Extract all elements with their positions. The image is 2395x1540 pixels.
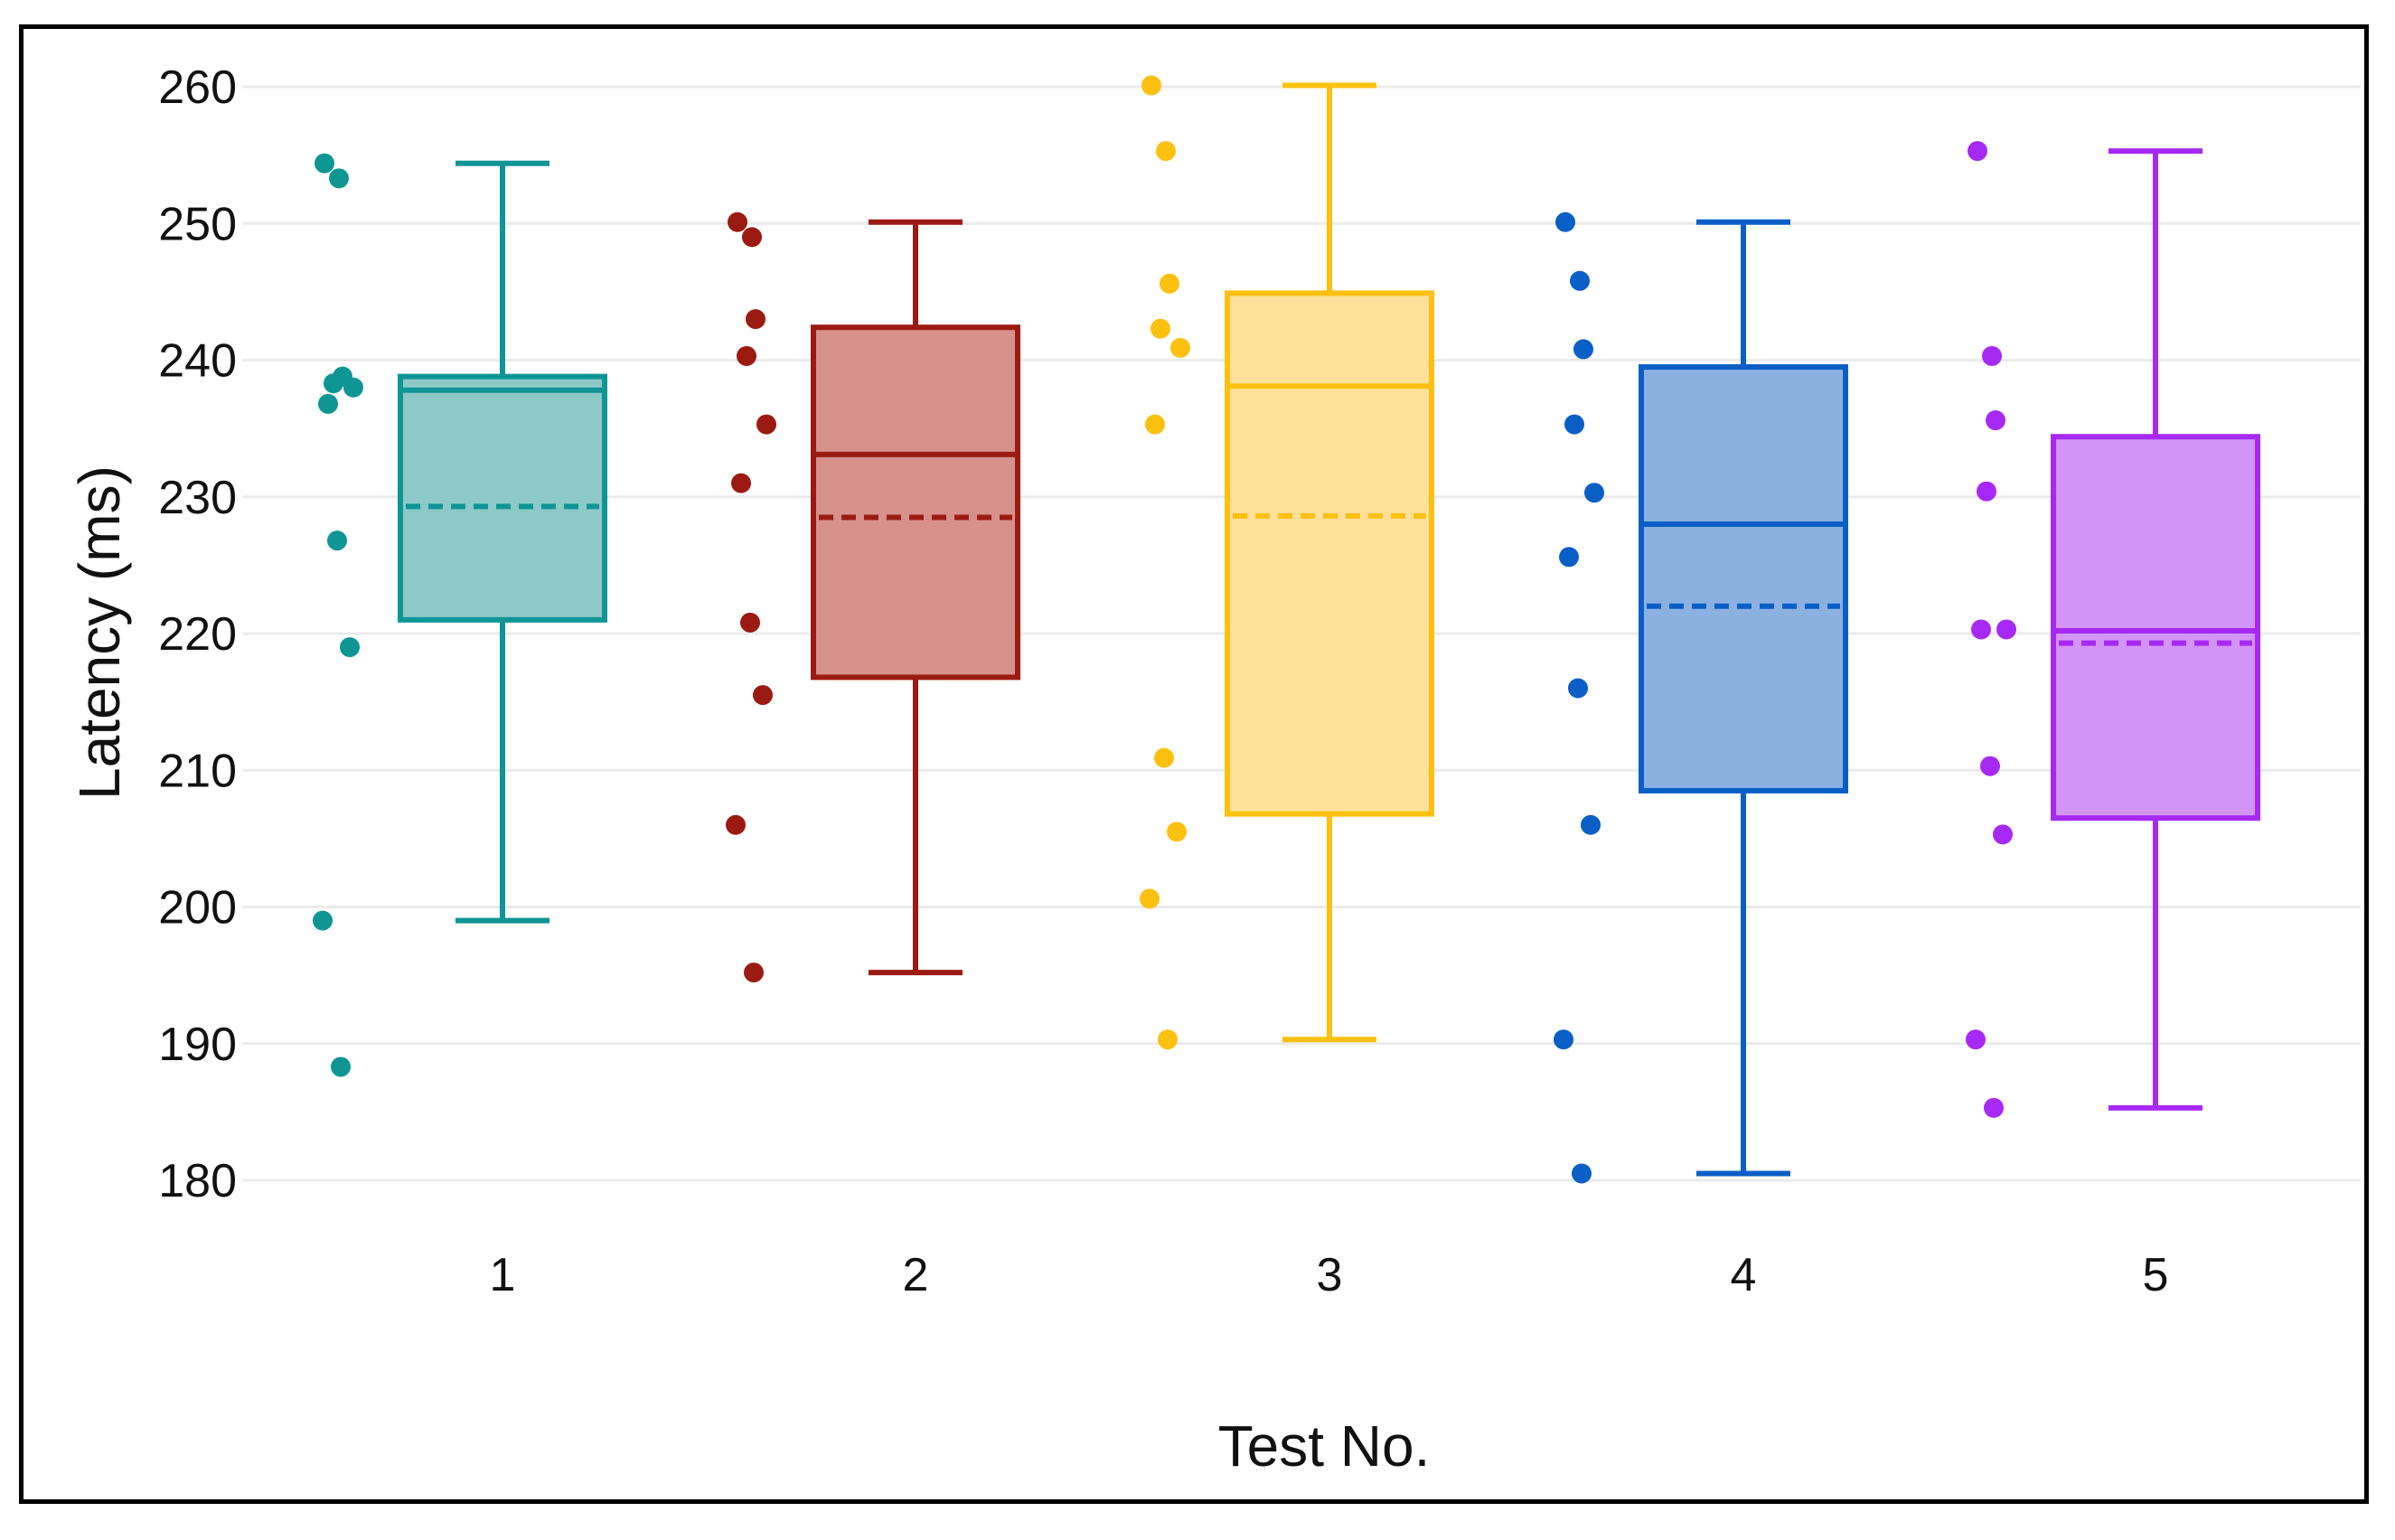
box-group-2	[811, 219, 1020, 976]
data-point-3-8	[1167, 822, 1187, 842]
data-point-1-1	[315, 153, 334, 174]
y-axis-ticks: 180 190 200 210 220 230 240 250 260	[158, 61, 237, 1207]
x-tick-label-1: 1	[490, 1249, 516, 1301]
data-point-3-3	[1160, 273, 1179, 294]
x-axis-ticks: 1 2 3 4 5	[490, 1249, 2169, 1301]
data-point-1-7	[327, 531, 347, 551]
data-point-1-5	[343, 377, 363, 398]
data-point-4-9	[1554, 1029, 1573, 1050]
data-point-4-6	[1559, 547, 1579, 568]
data-point-3-9	[1140, 888, 1160, 909]
chart-frame	[19, 24, 2369, 1504]
box-3	[1225, 290, 1434, 817]
data-point-5-8	[1993, 824, 2013, 845]
data-point-2-8	[753, 685, 773, 706]
data-point-5-1	[1968, 141, 1987, 162]
data-point-5-9	[1966, 1029, 1986, 1050]
x-tick-label-3: 3	[1317, 1249, 1343, 1301]
y-tick-label-230: 230	[158, 472, 237, 524]
y-tick-label-240: 240	[158, 335, 237, 388]
data-point-1-2	[329, 168, 349, 189]
y-axis-title: Latency (ms)	[67, 465, 132, 800]
data-point-1-6	[318, 393, 338, 414]
data-point-2-5	[756, 414, 776, 435]
data-point-4-5	[1584, 483, 1604, 503]
y-tick-label-220: 220	[158, 608, 237, 661]
data-point-3-1	[1141, 75, 1161, 96]
data-point-2-1	[728, 211, 747, 232]
boxes	[398, 82, 2260, 1177]
y-tick-label-260: 260	[158, 61, 237, 114]
data-point-5-4	[1977, 481, 1996, 502]
box-group-3	[1225, 82, 1434, 1043]
y-tick-label-180: 180	[158, 1155, 237, 1207]
data-point-4-8	[1581, 814, 1601, 835]
data-point-2-6	[731, 473, 751, 493]
y-tick-label-250: 250	[158, 198, 237, 250]
box-4	[1639, 364, 1848, 793]
box-5	[2051, 434, 2260, 822]
y-tick-label-210: 210	[158, 745, 237, 797]
data-point-5-3	[1986, 410, 2005, 431]
data-point-5-10	[1984, 1097, 2004, 1118]
data-point-2-4	[737, 345, 756, 366]
data-point-1-8	[340, 637, 360, 658]
data-point-2-7	[740, 612, 760, 633]
data-point-1-9	[313, 910, 333, 931]
data-point-4-1	[1555, 211, 1575, 232]
data-point-2-2	[742, 227, 762, 248]
data-point-3-7	[1154, 747, 1174, 768]
x-axis-title: Test No.	[1218, 1413, 1431, 1479]
box-2	[811, 324, 1020, 681]
x-tick-label-5: 5	[2143, 1249, 2169, 1301]
data-point-4-7	[1568, 678, 1588, 699]
data-point-3-6	[1145, 414, 1165, 435]
data-point-2-3	[746, 309, 765, 330]
data-point-1-4	[324, 373, 343, 394]
data-point-4-2	[1570, 270, 1590, 291]
box-group-1	[398, 160, 607, 924]
data-point-5-7	[1980, 756, 2000, 776]
y-tick-label-190: 190	[158, 1019, 237, 1071]
data-point-3-4	[1151, 318, 1170, 339]
data-point-5-5	[1996, 619, 2016, 640]
data-points	[313, 75, 2016, 1184]
y-tick-label-200: 200	[158, 882, 237, 934]
data-point-4-3	[1573, 339, 1593, 360]
data-point-5-2	[1982, 345, 2002, 366]
data-point-3-10	[1158, 1029, 1178, 1050]
x-tick-label-4: 4	[1731, 1249, 1757, 1301]
data-point-1-10	[331, 1056, 351, 1077]
box-group-4	[1639, 219, 1848, 1177]
data-point-5-6	[1971, 619, 1991, 640]
data-point-4-4	[1564, 414, 1584, 435]
box-group-5	[2051, 148, 2260, 1111]
data-point-4-10	[1572, 1163, 1592, 1184]
data-point-2-10	[744, 963, 764, 983]
data-point-3-2	[1156, 141, 1176, 162]
box-1	[398, 373, 607, 623]
x-tick-label-2: 2	[903, 1249, 929, 1301]
data-point-2-9	[726, 814, 746, 835]
data-point-3-5	[1170, 337, 1190, 358]
